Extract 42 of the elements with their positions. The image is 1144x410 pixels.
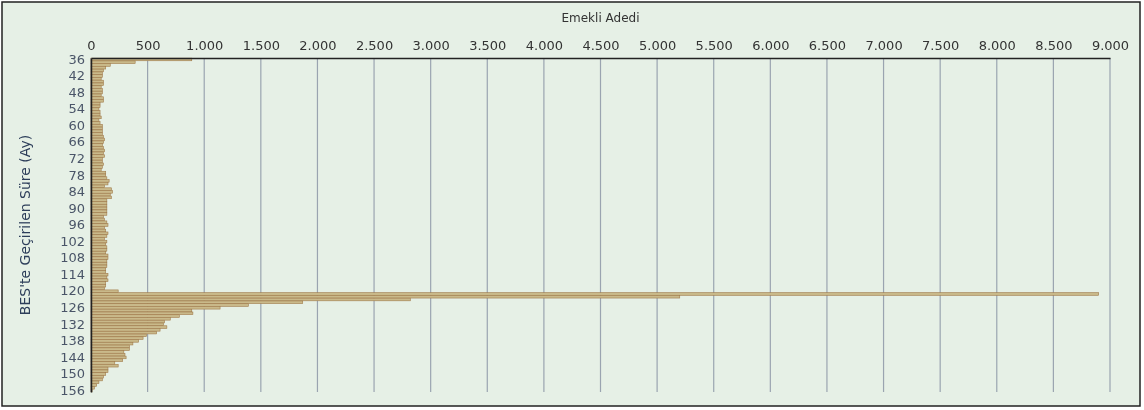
x-tick-label: 2.000: [299, 38, 337, 53]
x-tick-label: 1.500: [242, 38, 280, 53]
y-axis-title: BES'te Geçirilen Süre (Ay): [17, 134, 33, 316]
y-tick-label: 132: [60, 316, 85, 332]
x-tick-label: 4.000: [525, 38, 563, 53]
y-tick-label: 156: [60, 382, 85, 398]
y-tick-label: 126: [60, 299, 85, 315]
x-tick-label: 3.500: [469, 38, 507, 53]
y-tick-label: 54: [68, 101, 85, 117]
y-tick-label: 150: [60, 366, 85, 382]
x-tick-label: 9.000: [1091, 38, 1130, 53]
x-tick-label: 7.000: [865, 38, 903, 53]
y-tick-label: 84: [68, 184, 85, 200]
y-tick-label: 114: [60, 266, 85, 282]
y-tick-label: 96: [68, 217, 85, 233]
y-tick-label: 66: [68, 134, 85, 150]
x-tick-label: 5.000: [639, 38, 677, 53]
x-tick-label: 3.000: [412, 38, 450, 53]
y-tick-label: 60: [68, 117, 85, 133]
x-axis-title: Emekli Adedi: [561, 11, 640, 25]
y-tick-label: 48: [68, 84, 85, 100]
y-tick-label: 42: [68, 68, 85, 84]
x-tick-label: 500: [135, 38, 161, 53]
x-tick-label: 0: [87, 38, 96, 53]
x-tick-label: 2.500: [355, 38, 394, 53]
x-tick-label: 6.500: [808, 38, 847, 53]
y-tick-label: 102: [60, 233, 85, 249]
y-tick-label: 138: [60, 333, 85, 349]
x-tick-label: 8.500: [1035, 38, 1073, 53]
y-tick-label: 144: [60, 349, 85, 365]
y-tick-label: 78: [68, 167, 85, 183]
x-tick-label: 8.000: [978, 38, 1016, 53]
x-tick-label: 6.000: [752, 38, 790, 53]
x-tick-label: 1.000: [186, 38, 224, 53]
y-tick-label: 108: [60, 250, 85, 266]
y-tick-label: 36: [68, 51, 85, 67]
y-tick-label: 120: [60, 283, 85, 299]
y-tick-label: 72: [68, 150, 85, 166]
x-tick-label: 5.500: [695, 38, 733, 53]
y-tick-label: 90: [68, 200, 85, 216]
x-tick-label: 7.500: [922, 38, 960, 53]
x-tick-label: 4.500: [582, 38, 620, 53]
